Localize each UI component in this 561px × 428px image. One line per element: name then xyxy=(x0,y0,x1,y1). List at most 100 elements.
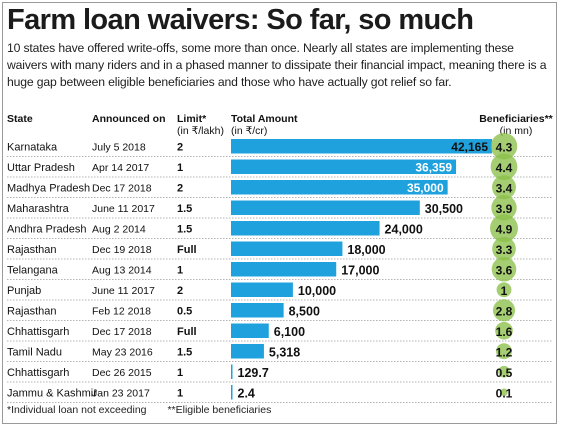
limit-label: Full xyxy=(177,244,197,256)
limit-label: Full xyxy=(177,326,197,338)
beneficiaries-value-label: 0.5 xyxy=(496,366,513,380)
limit-label: 1.5 xyxy=(177,346,192,358)
beneficiaries-value-label: 4.9 xyxy=(496,222,513,236)
amount-bar xyxy=(231,282,293,297)
page-title: Farm loan waivers: So far, so much xyxy=(7,4,474,36)
amount-bar xyxy=(231,344,264,359)
beneficiaries-value-label: 3.6 xyxy=(496,263,513,277)
subtitle: 10 states have offered write-offs, some … xyxy=(7,41,547,89)
announced-label: Jan 23 2017 xyxy=(92,387,150,399)
beneficiaries-value-label: 0.1 xyxy=(496,386,513,400)
state-label: Punjab xyxy=(7,285,41,297)
amount-value-label: 2.4 xyxy=(238,386,255,400)
announced-label: July 5 2018 xyxy=(92,141,146,153)
limit-label: 0.5 xyxy=(177,305,192,317)
announced-label: Feb 12 2018 xyxy=(92,305,151,317)
limit-label: 1.5 xyxy=(177,223,192,235)
amount-bar xyxy=(231,241,343,256)
footnote-limit: *Individual loan not exceeding xyxy=(7,404,147,416)
beneficiaries-value-label: 1.2 xyxy=(496,345,513,359)
announced-label: June 11 2017 xyxy=(92,285,155,297)
limit-label: 2 xyxy=(177,182,183,194)
beneficiaries-bubble xyxy=(490,153,518,181)
state-label: Madhya Pradesh xyxy=(7,182,90,194)
footnote-beneficiaries: **Eligible beneficiaries xyxy=(167,404,272,416)
limit-label: 1 xyxy=(177,162,183,174)
amount-value-label: 18,000 xyxy=(347,243,385,257)
amount-value-label: 8,500 xyxy=(289,304,320,318)
amount-value-label: 36,359 xyxy=(415,160,452,174)
beneficiaries-value-label: 4.3 xyxy=(496,140,513,154)
beneficiaries-bubble xyxy=(496,282,512,298)
beneficiaries-value-label: 1.6 xyxy=(496,325,513,339)
beneficiaries-value-label: 2.8 xyxy=(496,304,513,318)
beneficiaries-bubble xyxy=(495,321,513,340)
header-total: Total Amount (in ₹/cr) xyxy=(231,113,298,137)
limit-label: 2 xyxy=(177,285,183,297)
state-label: Karnataka xyxy=(7,141,58,153)
beneficiaries-bubble xyxy=(500,388,508,396)
header-total-label: Total Amount xyxy=(231,113,298,125)
beneficiaries-bubble xyxy=(491,256,517,282)
beneficiaries-value-label: 4.4 xyxy=(496,161,513,175)
header-total-unit: (in ₹/cr) xyxy=(231,125,268,137)
amount-value-label: 5,318 xyxy=(269,345,300,359)
amount-bar xyxy=(231,385,233,400)
header-state: State xyxy=(7,113,33,125)
announced-label: Aug 13 2014 xyxy=(92,264,152,276)
beneficiaries-value-label: 3.3 xyxy=(496,243,513,257)
header-limit: Limit* (in ₹/lakh) xyxy=(177,113,224,137)
beneficiaries-bubble xyxy=(491,195,517,221)
header-beneficiaries-label: Beneficiaries** xyxy=(479,113,553,125)
limit-label: 2 xyxy=(177,141,183,153)
state-label: Tamil Nadu xyxy=(7,346,62,358)
amount-value-label: 6,100 xyxy=(274,325,305,339)
state-label: Jammu & Kashmir xyxy=(7,387,97,399)
announced-label: Dec 19 2018 xyxy=(92,244,152,256)
announced-label: Aug 2 2014 xyxy=(92,223,146,235)
beneficiaries-bubble xyxy=(496,343,512,360)
beneficiaries-value-label: 1 xyxy=(501,284,508,298)
beneficiaries-bubble xyxy=(490,214,518,243)
header-beneficiaries: Beneficiaries** (in mn) xyxy=(476,113,556,137)
state-label: Uttar Pradesh xyxy=(7,162,75,174)
header-limit-unit: (in ₹/lakh) xyxy=(177,125,224,137)
beneficiaries-value-label: 3.9 xyxy=(496,202,513,216)
amount-value-label: 17,000 xyxy=(341,263,379,277)
beneficiaries-bubble xyxy=(492,175,516,200)
amount-value-label: 24,000 xyxy=(385,222,423,236)
state-label: Telangana xyxy=(7,264,59,276)
header-announced: Announced on xyxy=(92,113,166,125)
amount-bar xyxy=(231,262,337,277)
limit-label: 1.5 xyxy=(177,203,192,215)
beneficiaries-bubble xyxy=(492,236,516,261)
amount-value-label: 10,000 xyxy=(298,284,336,298)
amount-bar xyxy=(231,159,457,174)
state-label: Chhattisgarh xyxy=(7,326,69,338)
announced-label: Dec 17 2018 xyxy=(92,182,152,194)
announced-label: May 23 2016 xyxy=(92,346,153,358)
limit-label: 1 xyxy=(177,264,183,276)
amount-bar xyxy=(231,139,492,154)
beneficiaries-value-label: 3.4 xyxy=(496,181,513,195)
announced-label: Dec 17 2018 xyxy=(92,326,152,338)
amount-bar xyxy=(231,364,233,379)
header-limit-label: Limit* xyxy=(177,113,207,125)
state-label: Rajasthan xyxy=(7,305,57,317)
limit-label: 1 xyxy=(177,367,183,379)
amount-bar xyxy=(231,200,420,215)
amount-bar xyxy=(231,323,269,338)
state-label: Andhra Pradesh xyxy=(7,223,87,235)
graphic-frame xyxy=(2,2,557,424)
beneficiaries-bubble xyxy=(498,365,510,378)
amount-value-label: 129.7 xyxy=(238,366,269,380)
announced-label: June 11 2017 xyxy=(92,203,155,215)
beneficiaries-bubble xyxy=(490,133,518,160)
footnote: *Individual loan not exceeding **Eligibl… xyxy=(7,404,289,416)
amount-value-label: 35,000 xyxy=(407,181,444,195)
state-label: Maharashtra xyxy=(7,203,70,215)
amount-bar xyxy=(231,221,380,236)
state-label: Chhattisgarh xyxy=(7,367,69,379)
amount-bar xyxy=(231,180,448,195)
